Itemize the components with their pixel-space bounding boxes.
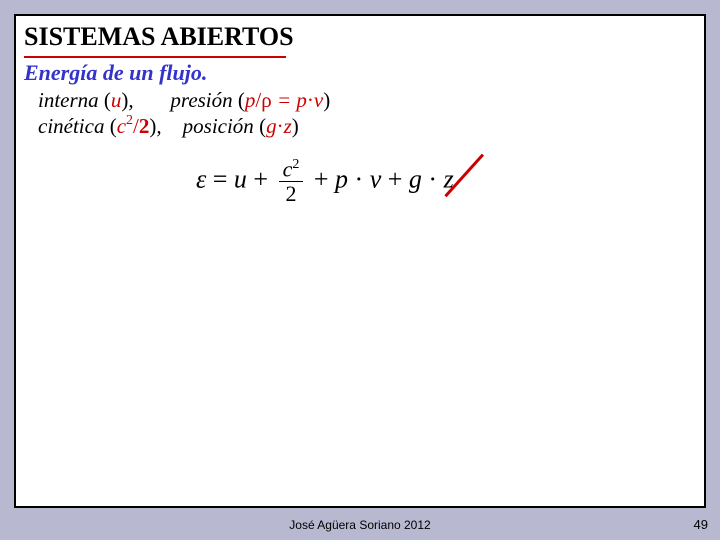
slide-title: SISTEMAS ABIERTOS	[24, 22, 294, 52]
comma-2: ,	[156, 114, 161, 138]
footer-page-number: 49	[694, 517, 708, 532]
eq-dot-1: ·	[348, 165, 370, 194]
eq-den: 2	[279, 182, 304, 205]
label-cinetica: cinética	[38, 114, 104, 138]
eq-c-sup: 2	[292, 157, 299, 172]
sup-2: 2	[126, 113, 133, 128]
footer-author: José Agüera Soriano 2012	[0, 518, 720, 532]
energy-equation: ε = u + c22 + p · v + g · z	[196, 156, 454, 207]
var-u: u	[111, 88, 122, 112]
var-p2: p	[296, 88, 307, 112]
var-p: p	[245, 88, 256, 112]
plus-2: +	[307, 165, 335, 194]
plus-3: +	[381, 165, 409, 194]
bold-2: 2	[139, 114, 150, 138]
eq-sign: =	[206, 165, 234, 194]
eq-c: c	[283, 156, 293, 181]
title-underline	[24, 56, 286, 58]
slide-frame: SISTEMAS ABIERTOS Energía de un flujo. i…	[14, 14, 706, 508]
var-g: g	[266, 114, 277, 138]
var-rho: ρ	[261, 88, 271, 112]
var-z: z	[284, 114, 292, 138]
comma-1: ,	[128, 88, 133, 112]
eq-u: u	[234, 165, 247, 194]
slide-subtitle: Energía de un flujo.	[24, 60, 207, 86]
eq-eps: ε	[196, 165, 206, 194]
eq-dot-2: ·	[422, 165, 444, 194]
eq-g: g	[409, 165, 422, 194]
energy-line-2: cinética (c2/2), posición (g·z)	[38, 114, 299, 139]
var-v: v	[314, 88, 323, 112]
dot-2: ·	[277, 114, 284, 138]
energy-line-1: interna (u), presión (p/ρ = p·v)	[38, 88, 330, 113]
var-c: c	[117, 114, 126, 138]
label-presion: presión	[170, 88, 232, 112]
plus-1: +	[247, 165, 275, 194]
eq-p: p	[335, 165, 348, 194]
label-interna: interna	[38, 88, 99, 112]
eq-v: v	[370, 165, 382, 194]
dot-1: ·	[307, 88, 314, 112]
equals-1: =	[272, 88, 297, 112]
eq-frac: c2 2	[279, 154, 304, 205]
label-posicion: posición	[183, 114, 254, 138]
